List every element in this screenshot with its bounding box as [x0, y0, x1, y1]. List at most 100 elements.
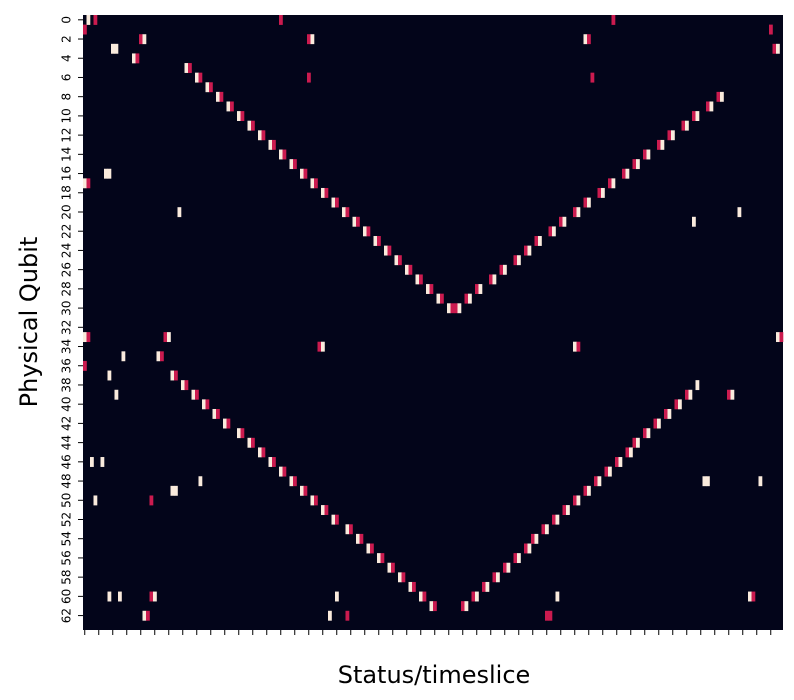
- heatmap-cell: [310, 178, 315, 189]
- heatmap-cell: [205, 82, 210, 93]
- heatmap-cell: [352, 216, 357, 227]
- heatmap-cell: [181, 380, 185, 391]
- y-tick-label: 0: [60, 16, 74, 24]
- heatmap-cell: [307, 34, 311, 45]
- heatmap-cell: [464, 293, 469, 304]
- heatmap-cell: [692, 111, 696, 122]
- heatmap-cell: [408, 264, 413, 275]
- heatmap-cell: [695, 111, 700, 122]
- heatmap-cell: [590, 72, 595, 83]
- heatmap-cell: [674, 399, 679, 410]
- heatmap-cell: [517, 255, 521, 266]
- heatmap-cell: [667, 408, 672, 419]
- heatmap-cell: [366, 543, 371, 554]
- heatmap-cell: [107, 370, 112, 381]
- heatmap-cell: [408, 581, 413, 592]
- heatmap-cell: [195, 389, 199, 400]
- heatmap-cell: [314, 178, 318, 189]
- heatmap-cell: [146, 610, 150, 621]
- heatmap-cell: [279, 149, 283, 160]
- heatmap-cell: [272, 139, 276, 150]
- heatmap-cell: [90, 457, 94, 467]
- heatmap-cell: [111, 43, 115, 54]
- heatmap-cell: [198, 72, 203, 83]
- heatmap-cell: [636, 159, 640, 170]
- heatmap-cell: [191, 389, 196, 400]
- heatmap-cell: [324, 187, 329, 198]
- heatmap-cell: [706, 476, 710, 487]
- y-tick-label: 24: [60, 243, 74, 258]
- heatmap-cell: [559, 216, 563, 227]
- heatmap-cell: [608, 178, 612, 189]
- heatmap-cell: [573, 495, 577, 506]
- y-tick-label: 26: [60, 262, 74, 277]
- heatmap-cell: [587, 485, 591, 496]
- heatmap-cell: [622, 168, 626, 179]
- heatmap-cell: [363, 226, 367, 237]
- heatmap-cell: [625, 168, 630, 179]
- heatmap-cell: [240, 428, 245, 439]
- heatmap-cell: [216, 91, 220, 102]
- y-tick-label: 18: [60, 185, 74, 200]
- heatmap-cell: [303, 168, 308, 179]
- heatmap-cell: [545, 610, 549, 621]
- y-tick-label: 60: [60, 589, 74, 604]
- heatmap-cell: [156, 351, 161, 362]
- heatmap-cell: [618, 457, 623, 467]
- heatmap-cell: [758, 476, 763, 487]
- heatmap-cell: [646, 149, 651, 160]
- heatmap-cell: [615, 457, 619, 467]
- y-tick-label: 14: [60, 147, 74, 162]
- heatmap-cell: [748, 591, 752, 602]
- y-tick-label: 36: [60, 358, 74, 373]
- heatmap-cell: [555, 514, 560, 525]
- heatmap-cell: [174, 485, 178, 496]
- heatmap-cell: [485, 581, 490, 592]
- heatmap-cell: [583, 197, 588, 208]
- heatmap-cell: [282, 149, 287, 160]
- y-tick-label: 30: [60, 300, 74, 315]
- heatmap-cell: [307, 72, 311, 83]
- heatmap-cell: [678, 399, 682, 410]
- heatmap-cell: [387, 245, 392, 256]
- heatmap-cell: [419, 274, 423, 285]
- y-tick-label: 58: [60, 570, 74, 585]
- heatmap-cell: [601, 187, 605, 198]
- heatmap-cell: [321, 505, 325, 515]
- heatmap-cell: [195, 72, 199, 83]
- heatmap-cell: [503, 264, 507, 275]
- heatmap-cell: [426, 284, 430, 294]
- heatmap-cell: [380, 553, 385, 564]
- heatmap-cell: [657, 139, 661, 150]
- heatmap-cell: [205, 399, 210, 410]
- heatmap-cell: [356, 533, 360, 544]
- heatmap-cell: [706, 101, 710, 112]
- y-tick-label: 62: [60, 608, 74, 623]
- heatmap-cell: [681, 120, 686, 131]
- heatmap-cell: [692, 216, 696, 227]
- heatmap-cell: [657, 418, 661, 429]
- heatmap-cell: [237, 428, 241, 439]
- heatmap-cell: [517, 553, 521, 564]
- heatmap-cell: [632, 437, 637, 448]
- heatmap-cell: [226, 101, 231, 112]
- heatmap-cell: [688, 389, 693, 400]
- heatmap-cell: [104, 168, 108, 179]
- x-axis-label: Status/timeslice: [338, 661, 531, 689]
- heatmap-cell: [611, 15, 616, 25]
- heatmap-cell: [401, 572, 406, 583]
- heatmap-cell: [664, 408, 668, 419]
- heatmap-cell: [219, 91, 224, 102]
- heatmap-cell: [258, 447, 262, 458]
- heatmap-cell: [730, 389, 735, 400]
- heatmap-cell: [709, 101, 714, 112]
- heatmap-cell: [513, 553, 518, 564]
- heatmap-cell: [552, 514, 556, 525]
- heatmap-cell: [170, 485, 175, 496]
- heatmap-cell: [349, 524, 353, 535]
- heatmap-cell: [629, 447, 633, 458]
- heatmap-cell: [737, 207, 742, 218]
- heatmap-cell: [300, 168, 304, 179]
- heatmap-cell: [534, 236, 539, 246]
- y-tick-label: 28: [60, 281, 74, 296]
